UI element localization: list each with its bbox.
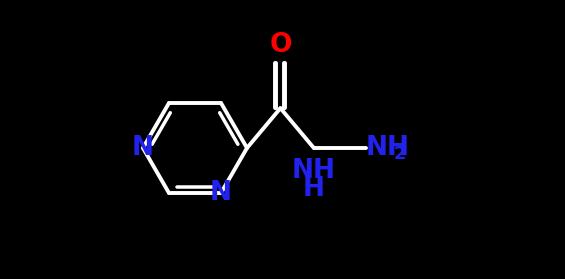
Text: NH: NH [292, 158, 336, 184]
Text: 2: 2 [394, 145, 406, 163]
Text: H: H [303, 176, 325, 202]
Text: N: N [210, 180, 232, 206]
Text: NH: NH [366, 135, 410, 161]
Text: N: N [132, 135, 154, 161]
Text: O: O [269, 32, 292, 58]
